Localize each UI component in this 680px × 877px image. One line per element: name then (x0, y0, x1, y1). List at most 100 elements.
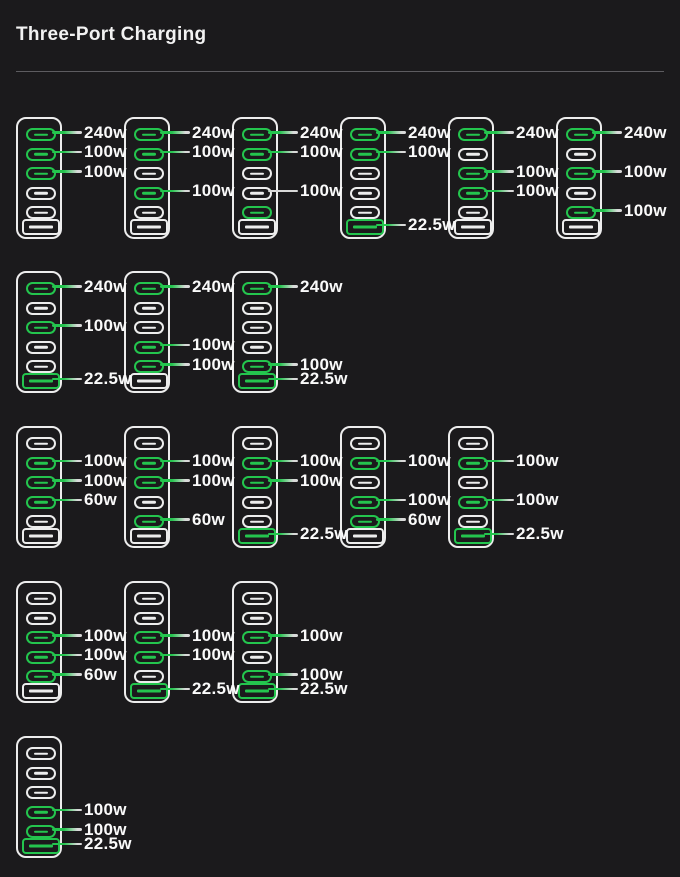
wattage-leader-line (268, 532, 298, 536)
charger-row-4: 100w 100w 60w 100w 100w 22.5w 100w 100w 22.5w (16, 581, 348, 703)
charger-diagram-1-3: 240w 100w 100w (232, 117, 343, 239)
wattage-label: 100w (300, 451, 343, 470)
wattage-leader-line (160, 479, 190, 482)
usb-c-port (350, 476, 380, 489)
charger-diagram-1-6: 240w 100w 100w (556, 117, 667, 239)
wattage-label: 240w (300, 122, 343, 142)
usb-c-port (242, 495, 272, 509)
usb-c-port (458, 147, 488, 161)
usb-c-port (26, 301, 56, 315)
charger-body (232, 581, 278, 703)
wattage-leader-line (52, 634, 82, 637)
wattage-label: 100w (300, 354, 343, 374)
wattage-leader-line (376, 498, 406, 502)
wattage-leader-line (52, 170, 82, 173)
usb-c-port (134, 437, 164, 450)
wattage-leader-line (376, 459, 406, 463)
charger-diagram-4-1: 100w 100w 60w (16, 581, 127, 703)
wattage-label: 240w (624, 122, 667, 142)
wattage-label: 22.5w (516, 524, 564, 543)
usb-c-port-active (26, 825, 56, 838)
wattage-leader-line (52, 653, 82, 657)
usb-c-port (26, 437, 56, 450)
wattage-leader-line (52, 673, 82, 676)
wattage-leader-line (268, 285, 298, 288)
charger-row-1: 240w 100w 100w 240w 100w 100w 240w 100w 100w 240w… (16, 117, 667, 239)
usb-c-port-active (242, 476, 272, 489)
charger-body (16, 736, 62, 858)
wattage-leader-line (52, 498, 82, 502)
wattage-label: 240w (192, 122, 235, 142)
wattage-label: 60w (84, 664, 118, 684)
usb-a-port (562, 219, 600, 235)
wattage-leader-line (484, 131, 514, 134)
wattage-label: 100w (84, 142, 127, 161)
usb-c-port (458, 437, 488, 450)
wattage-label: 100w (84, 800, 127, 819)
wattage-leader-line (160, 634, 190, 637)
usb-a-port (22, 219, 60, 235)
wattage-label: 60w (192, 509, 226, 529)
usb-c-port (134, 167, 164, 180)
usb-a-port-active (22, 373, 60, 389)
usb-c-port (350, 186, 380, 200)
wattage-leader-line (52, 285, 82, 288)
usb-c-port (134, 670, 164, 683)
usb-c-port (26, 592, 56, 605)
usb-c-port-active (26, 456, 56, 470)
wattage-leader-line (160, 459, 190, 463)
charger-diagram-2-3: 240w 100w 22.5w (232, 271, 348, 393)
wattage-label: 22.5w (84, 369, 132, 388)
usb-c-port-active (26, 167, 56, 180)
wattage-leader-line (160, 687, 190, 691)
wattage-label: 100w (192, 645, 235, 664)
charger-row-5: 100w 100w 22.5w (16, 736, 132, 858)
wattage-leader-line (160, 363, 190, 366)
charger-diagram-5-1: 100w 100w 22.5w (16, 736, 132, 858)
charger-body (340, 117, 386, 239)
wattage-label: 100w (408, 490, 451, 509)
charger-body (556, 117, 602, 239)
wattage-leader-line (52, 324, 82, 327)
wattage-leader-line (268, 131, 298, 134)
wattage-leader-line (52, 808, 82, 812)
usb-a-port (22, 683, 60, 699)
usb-c-port-active (350, 128, 380, 141)
usb-c-port (242, 321, 272, 334)
wattage-leader-line (592, 170, 622, 173)
wattage-label: 100w (84, 625, 127, 645)
usb-c-port-active (458, 186, 488, 200)
usb-c-port-active (134, 631, 164, 644)
usb-c-port (350, 206, 380, 219)
usb-c-port (242, 611, 272, 625)
charger-diagram-1-4: 240w 100w 22.5w (340, 117, 456, 239)
charger-diagram-3-4: 100w 100w 60w (340, 426, 451, 548)
usb-c-port (566, 186, 596, 200)
charger-diagram-3-1: 100w 100w 60w (16, 426, 127, 548)
charger-body (124, 117, 170, 239)
usb-c-port-active (26, 670, 56, 683)
charger-body (16, 426, 62, 548)
usb-a-port (130, 219, 168, 235)
usb-c-port-active (134, 476, 164, 489)
wattage-leader-line (376, 223, 406, 227)
wattage-leader-line (160, 343, 190, 347)
usb-c-port (26, 515, 56, 528)
charger-body (124, 271, 170, 393)
usb-c-port-active (566, 128, 596, 141)
usb-a-port-active (22, 838, 60, 854)
charger-body (448, 426, 494, 548)
wattage-label: 100w (192, 354, 235, 374)
wattage-leader-line (160, 653, 190, 657)
usb-a-port-active (238, 373, 276, 389)
usb-c-port-active (134, 340, 164, 354)
usb-c-port (26, 747, 56, 760)
wattage-label: 100w (84, 451, 127, 470)
charger-body (232, 117, 278, 239)
wattage-label: 22.5w (192, 679, 240, 698)
wattage-label: 240w (84, 276, 127, 296)
usb-c-port-active (26, 495, 56, 509)
wattage-leader-line (376, 150, 406, 154)
wattage-label: 100w (408, 142, 451, 161)
wattage-leader-line (160, 518, 190, 521)
